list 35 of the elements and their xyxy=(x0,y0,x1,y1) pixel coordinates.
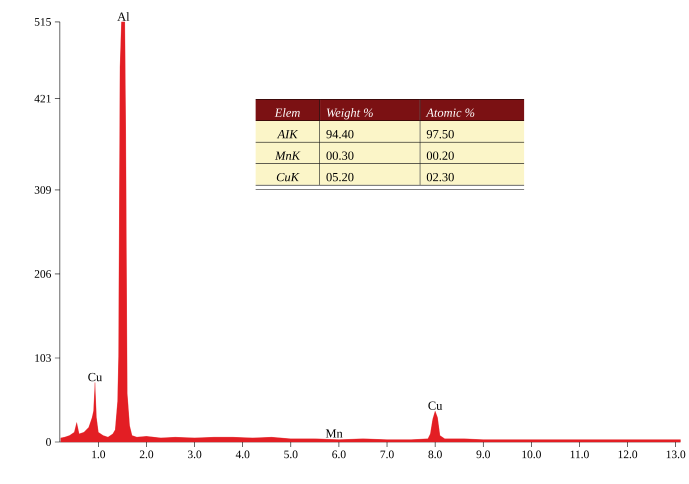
annotation: 02.30 xyxy=(426,172,454,182)
y-tick-label: 0 xyxy=(46,438,51,446)
annotation: Al xyxy=(117,12,130,21)
x-tick-label: 2.0 xyxy=(140,450,154,458)
y-tick-label: 206 xyxy=(34,270,52,278)
x-tick-label: 10.0 xyxy=(522,450,541,458)
annotation: AIK xyxy=(276,130,298,138)
annotation: Cu xyxy=(428,402,442,410)
annotation: Elem xyxy=(274,108,300,117)
annotation: CuK xyxy=(276,172,300,182)
x-tick-label: 4.0 xyxy=(236,450,250,458)
annotation: Atomic % xyxy=(426,108,474,117)
x-tick-label: 9.0 xyxy=(476,450,490,458)
annotation: Mn xyxy=(326,429,343,438)
x-tick-label: 12.0 xyxy=(618,450,638,458)
x-tick-label: 6.0 xyxy=(332,450,346,458)
annotation: Cu xyxy=(88,372,102,382)
annotation: 97.50 xyxy=(426,130,454,138)
annotation: Weight % xyxy=(326,108,373,120)
y-tick-label: 421 xyxy=(34,94,51,102)
annotation: 05.20 xyxy=(326,172,354,182)
x-tick-label: 13.0 xyxy=(666,450,686,458)
x-tick-label: 3.0 xyxy=(188,450,202,458)
x-tick-label: 8.0 xyxy=(428,450,442,458)
annotation: MnK xyxy=(274,152,301,160)
annotation: 94.40 xyxy=(326,130,354,138)
x-tick-label: 5.0 xyxy=(284,450,298,458)
y-tick-label: 103 xyxy=(35,354,51,362)
annotation: 00.30 xyxy=(326,151,354,160)
annotation: 00.20 xyxy=(426,151,454,160)
x-tick-label: 7.0 xyxy=(380,450,394,458)
x-tick-label: 11.0 xyxy=(570,450,589,458)
x-tick-label: 1.0 xyxy=(92,450,106,458)
y-tick-label: 309 xyxy=(34,186,51,194)
y-tick-label: 515 xyxy=(34,18,51,26)
